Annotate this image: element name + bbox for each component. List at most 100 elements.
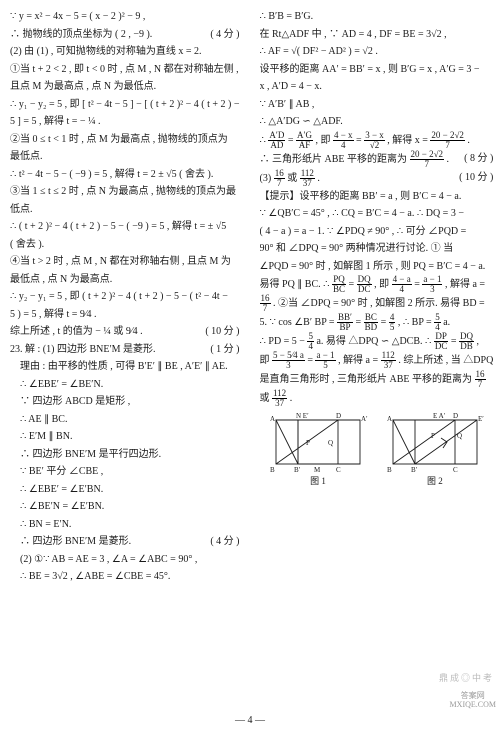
text-line: ∵ A′B′ ∥ AB , [260,96,494,114]
text-line: ∴ E′M ∥ BN. [10,428,240,446]
fraction: 4 − a4 [392,275,412,294]
text-line: ∴ y₁ − y₂ = 5 , 即 [ t² − 4t − 5 ] − [ ( … [10,96,240,114]
svg-text:A: A [270,415,275,423]
text-line: ∴ BE = 3√2 , ∠ABE = ∠CBE = 45°. [10,568,240,586]
svg-text:D: D [336,412,341,420]
text-line: ③当 1 ≤ t ≤ 2 时 , 点 N 为最高点 , 抛物线的顶点为最 [10,183,240,201]
watermark-site: 答案网 MXIQE.COM [450,691,496,710]
svg-text:B′: B′ [294,466,301,474]
page-number: — 4 — [0,715,500,726]
page-columns: ∵ y = x² − 4x − 5 = ( x − 2 )² − 9 , ∴ 抛… [0,0,500,690]
score-marker: ( 10 分 ) [205,323,239,341]
svg-text:B′: B′ [411,466,418,474]
fraction: A′DAD [268,131,285,150]
svg-text:C: C [453,466,458,474]
text-line: ∵ BE′ 平分 ∠CBE , [10,463,240,481]
fraction: DQDB [459,332,474,351]
text-line: ∴ 四边形 BNE′M 是菱形.( 4 分 ) [10,533,240,551]
text-line: x , A′D = 4 − x. [260,78,494,96]
score-marker: ( 1 分 ) [210,341,239,359]
svg-text:A′: A′ [361,415,368,423]
text-line: ∴ AE ∥ BC. [10,411,240,429]
text-line: ∴ △A′DG ∽ △ADF. [260,113,494,131]
score-marker: ( 4 分 ) [210,533,239,551]
svg-text:Q: Q [457,432,462,440]
fraction: 11237 [300,169,315,188]
score-marker: ( 8 分 ) [464,150,493,168]
fraction: PQBC [332,275,346,294]
text-line: ∴ 四边形 BNE′M 是平行四边形. [10,446,240,464]
text-line: 设平移的距离 AA′ = BB′ = x , 则 B′G = x , A′G =… [260,61,494,79]
fraction: 20 − 2√27 [430,131,465,150]
text-line: 是直角三角形时 , 三角形纸片 ABE 平移的距离为 167 [260,370,494,389]
figures-row: AN E′DA′ BB′MC PQ 图 1 [260,412,494,490]
text-line: ∴ ( t + 2 )² − 4 ( t + 2 ) − 5 − ( −9 ) … [10,218,240,236]
fraction: a − 13 [422,275,442,294]
text-line: ∴ t² − 4t − 5 − ( −9 ) = 5 , 解得 t = 2 ± … [10,166,240,184]
fraction: 45 [389,313,396,332]
fraction: 167 [260,294,271,313]
text-line: ∵ ∠QB′C = 45° , ∴ CQ = B′C = 4 − a. ∴ DQ… [260,205,494,223]
text-line: 易得 PQ ∥ BC. ∴ PQBC = DQDC , 即 4 − a4 = a… [260,275,494,294]
text-line: 综上所述 , t 的值为 − ¼ 或 9⁄4 .( 10 分 ) [10,323,240,341]
fraction: 11237 [272,389,287,408]
text-line: (2) 由 (1) , 可知抛物线的对称轴为直线 x = 2. [10,43,240,61]
fraction: 4 − x4 [333,131,354,150]
figure-1-label: 图 1 [268,474,368,490]
svg-text:B: B [387,466,392,474]
figure-1: AN E′DA′ BB′MC PQ 图 1 [268,412,368,490]
score-marker: ( 10 分 ) [459,169,493,187]
fraction: BCBD [364,313,379,332]
svg-text:E A′: E A′ [433,412,446,420]
text-line: 23. 解 : (1) 四边形 BNE′M 是菱形.( 1 分 ) [10,341,240,359]
text-line: ∴ ∠EBE′ = ∠E′BN. [10,481,240,499]
score-marker: ( 4 分 ) [210,26,239,44]
text-line: ∴ PD = 5 − 54 a. 易得 △DPQ ∽ △DCB. ∴ DPDC … [260,332,494,351]
text-line: ∴ 三角形纸片 ABE 平移的距离为 20 − 2√27 . ( 8 分 ) [260,150,494,169]
text-line: ( 舍去 ). [10,236,240,254]
fraction: DPDC [434,332,449,351]
text-line: 5. ∵ cos ∠B′ BP = BB′BP = BCBD = 45 , ∴ … [260,313,494,332]
text-line: 即 5 − 5⁄4 a3 = a − 15 , 解得 a = 11237 . 综… [260,351,494,370]
text-line: ( 4 − a ) = a − 1. ∵ ∠PDQ ≠ 90° , ∴ 可分 ∠… [260,223,494,241]
text-line: 或 11237 . [260,389,494,408]
text-line: 在 Rt△ADF 中 , ∵ AD = 4 , DF = BE = 3√2 , [260,26,494,44]
fraction: 167 [274,169,285,188]
text-line: ∴ AF = √( DF² − AD² ) = √2 . [260,43,494,61]
fraction: DQDC [357,275,372,294]
text-line: ∠PQD = 90° 时 , 如解图 1 所示 , 则 PQ = B′C = 4… [260,258,494,276]
text-line: 最低点 , 点 N 为最高点. [10,271,240,289]
fraction: 20 − 2√27 [410,150,445,169]
fraction: 5 − 5⁄4 a3 [272,351,305,370]
fraction: 167 [475,370,486,389]
svg-text:A: A [387,415,392,423]
text-line: 理由 : 由平移的性质 , 可得 B′E′ ∥ BE , A′E′ ∥ AE. [10,358,240,376]
svg-text:Q: Q [328,439,333,447]
fraction: A′GAF [296,131,313,150]
svg-text:P: P [306,439,310,447]
figure-2-label: 图 2 [385,474,485,490]
text-line: 5 ] = 5 , 解得 t = − ¼ . [10,113,240,131]
svg-text:M: M [314,466,321,474]
text-line: ②当 0 ≤ t < 1 时 , 点 M 为最高点 , 抛物线的顶点为 [10,131,240,149]
text-line: 【提示】设平移的距离 BB′ = a , 则 B′C = 4 − a. [260,188,494,206]
svg-text:P: P [431,432,435,440]
figure-2-svg: AE A′DE′ BB′C PQ [385,412,485,474]
svg-text:B: B [270,466,275,474]
text-line: ∴ BN = E′N. [10,516,240,534]
svg-text:C: C [336,466,341,474]
text-line: 且点 M 为最高点 , 点 N 为最低点. [10,78,240,96]
left-column: ∵ y = x² − 4x − 5 = ( x − 2 )² − 9 , ∴ 抛… [10,8,248,690]
text-line: 5 ) = 5 , 解得 t = 9⁄4 . [10,306,240,324]
fraction: 11237 [381,351,396,370]
text-line: ∵ 四边形 ABCD 是矩形 , [10,393,240,411]
text-line: ∴ ∠BE′N = ∠E′BN. [10,498,240,516]
text-line: ④当 t > 2 时 , 点 M , N 都在对称轴右侧 , 且点 M 为 [10,253,240,271]
text-line: 167 . ②当 ∠DPQ = 90° 时 , 如解图 2 所示. 易得 BD … [260,294,494,313]
text-line: 90° 和 ∠DPQ = 90° 两种情况进行讨论. ① 当 [260,240,494,258]
text-line: 最低点. [10,148,240,166]
text-line: ∴ y₂ − y₁ = 5 , 即 ( t + 2 )² − 4 ( t + 2… [10,288,240,306]
text-line: ∴ 抛物线的顶点坐标为 ( 2 , −9 ).( 4 分 ) [10,26,240,44]
right-column: ∴ B′B = B′G. 在 Rt△ADF 中 , ∵ AD = 4 , DF … [252,8,494,690]
text-line: ∴ B′B = B′G. [260,8,494,26]
